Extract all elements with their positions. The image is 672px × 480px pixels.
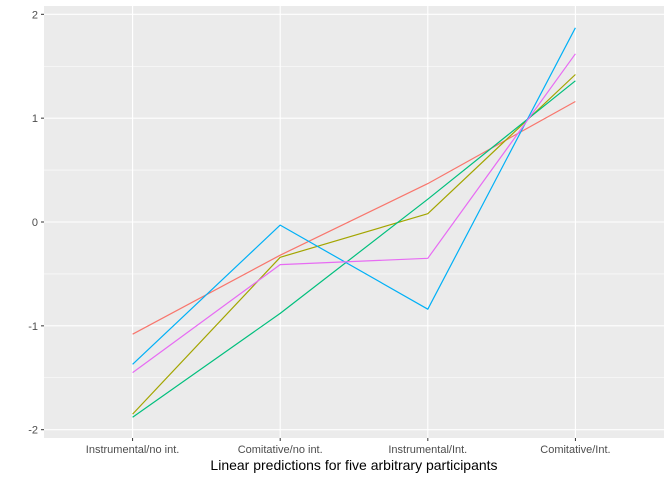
y-tick-label: 1 (32, 113, 38, 125)
x-axis: Instrumental/no int. Comitative/no int. In… (86, 438, 611, 456)
series-line-2 (132, 74, 576, 415)
y-tick-label: -1 (28, 321, 38, 333)
x-tick-label: Comitative/Int. (540, 444, 610, 456)
x-tick-label: Instrumental/Int. (388, 444, 467, 456)
y-tick-label: 2 (32, 9, 38, 21)
minor-gridlines (44, 65, 664, 379)
y-tick-label: -2 (28, 425, 38, 437)
series-line-3 (132, 80, 576, 418)
major-gridlines (44, 6, 664, 438)
x-tick-label: Instrumental/no int. (86, 444, 180, 456)
x-axis-title: Linear predictions for five arbitrary pa… (210, 457, 497, 473)
series-line-4 (132, 27, 576, 365)
series-lines (132, 27, 576, 418)
y-axis: -2 -1 0 1 2 (28, 9, 44, 437)
x-tick-label: Comitative/no int. (238, 444, 323, 456)
y-tick-label: 0 (32, 217, 38, 229)
series-line-5 (132, 53, 576, 374)
